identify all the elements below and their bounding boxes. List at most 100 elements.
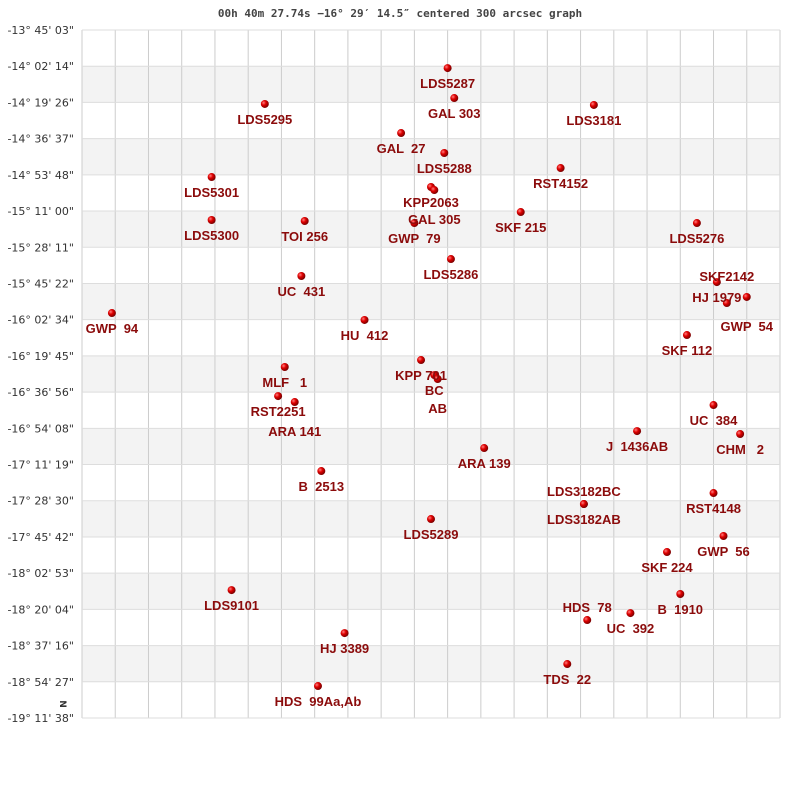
star-dot[interactable]: [579, 500, 588, 509]
y-tick-label: -19° 11' 38": [7, 712, 74, 725]
star-marker[interactable]: [742, 292, 751, 301]
star-dot[interactable]: [297, 271, 306, 280]
star-dot[interactable]: [563, 660, 572, 669]
star-dot[interactable]: [107, 309, 116, 318]
star-marker[interactable]: [450, 94, 459, 103]
star-marker[interactable]: [340, 629, 349, 638]
star-marker[interactable]: [207, 216, 216, 225]
star-dot[interactable]: [274, 392, 283, 401]
star-marker[interactable]: [260, 99, 269, 108]
star-marker[interactable]: [579, 500, 588, 509]
star-dot[interactable]: [317, 467, 326, 476]
star-dot[interactable]: [692, 219, 701, 228]
star-label: LDS5287: [420, 76, 475, 91]
star-marker[interactable]: [440, 149, 449, 158]
star-label: RST4152: [533, 176, 588, 191]
star-dot[interactable]: [626, 609, 635, 618]
star-dot[interactable]: [709, 401, 718, 410]
star-dot[interactable]: [722, 299, 731, 308]
star-label: GWP 56: [697, 544, 750, 559]
star-dot[interactable]: [556, 164, 565, 173]
star-dot[interactable]: [742, 292, 751, 301]
star-dot[interactable]: [736, 429, 745, 438]
star-marker[interactable]: [662, 548, 671, 557]
star-dot[interactable]: [260, 99, 269, 108]
star-dot[interactable]: [440, 149, 449, 158]
star-marker[interactable]: [443, 64, 452, 73]
star-dot[interactable]: [433, 375, 442, 384]
star-marker[interactable]: [207, 173, 216, 182]
star-dot[interactable]: [430, 186, 439, 195]
star-marker[interactable]: [427, 515, 435, 524]
star-dot[interactable]: [290, 398, 299, 407]
star-marker[interactable]: [633, 427, 642, 436]
star-dot[interactable]: [427, 515, 435, 524]
star-marker[interactable]: [410, 219, 419, 228]
star-marker[interactable]: [709, 401, 718, 410]
star-label: KPP 701: [395, 368, 447, 383]
star-marker[interactable]: [480, 444, 489, 453]
star-marker[interactable]: [583, 616, 592, 625]
star-marker[interactable]: [692, 219, 701, 228]
star-dot[interactable]: [300, 217, 309, 226]
star-dot[interactable]: [589, 100, 598, 109]
star-dot[interactable]: [360, 315, 369, 324]
star-marker[interactable]: [290, 398, 299, 407]
star-dot[interactable]: [207, 173, 216, 182]
star-marker[interactable]: [317, 467, 326, 476]
star-dot[interactable]: [682, 331, 691, 340]
star-marker[interactable]: [300, 217, 309, 226]
star-dot[interactable]: [340, 629, 349, 638]
star-dot[interactable]: [712, 278, 721, 287]
y-tick-label: -18° 20' 04": [7, 603, 74, 616]
star-marker[interactable]: [417, 356, 426, 365]
star-marker[interactable]: [227, 586, 236, 595]
star-dot[interactable]: [709, 489, 718, 498]
star-marker[interactable]: [360, 315, 369, 324]
star-marker[interactable]: [719, 531, 728, 540]
star-marker[interactable]: [433, 375, 442, 384]
star-marker[interactable]: [297, 271, 306, 280]
star-marker[interactable]: [313, 682, 322, 691]
star-marker[interactable]: [397, 129, 406, 138]
star-marker[interactable]: [626, 609, 635, 618]
star-dot[interactable]: [410, 219, 419, 228]
star-dot[interactable]: [676, 590, 685, 599]
star-dot[interactable]: [417, 356, 426, 365]
star-dot[interactable]: [516, 208, 525, 217]
star-marker[interactable]: [280, 363, 289, 372]
y-tick-label: -16° 19' 45": [7, 350, 74, 363]
star-dot[interactable]: [583, 616, 592, 625]
star-marker[interactable]: [722, 299, 731, 308]
star-dot[interactable]: [719, 531, 728, 540]
star-marker[interactable]: [516, 208, 525, 217]
star-marker[interactable]: [676, 590, 685, 599]
star-dot[interactable]: [313, 682, 322, 691]
star-dot[interactable]: [480, 444, 489, 453]
y-tick-label: -13° 45' 03": [7, 24, 74, 37]
star-label: GWP 79: [388, 231, 441, 246]
star-dot[interactable]: [207, 216, 216, 225]
star-marker[interactable]: [446, 255, 455, 264]
star-dot[interactable]: [227, 586, 236, 595]
star-marker[interactable]: [107, 309, 116, 318]
star-marker[interactable]: [712, 278, 721, 287]
star-dot[interactable]: [446, 255, 455, 264]
y-tick-label: -15° 28' 11": [7, 241, 74, 254]
star-dot[interactable]: [443, 64, 452, 73]
star-dot[interactable]: [450, 94, 459, 103]
star-marker[interactable]: [682, 331, 691, 340]
star-marker[interactable]: [556, 164, 565, 173]
star-dot[interactable]: [633, 427, 642, 436]
star-marker[interactable]: [430, 186, 439, 195]
star-label: GWP 54: [721, 319, 774, 334]
star-marker[interactable]: [274, 392, 283, 401]
star-marker[interactable]: [589, 100, 598, 109]
star-marker[interactable]: [736, 429, 745, 438]
star-marker[interactable]: [709, 489, 718, 498]
star-dot[interactable]: [397, 129, 406, 138]
star-marker[interactable]: [563, 660, 572, 669]
star-dot[interactable]: [662, 548, 671, 557]
star-dot[interactable]: [280, 363, 289, 372]
